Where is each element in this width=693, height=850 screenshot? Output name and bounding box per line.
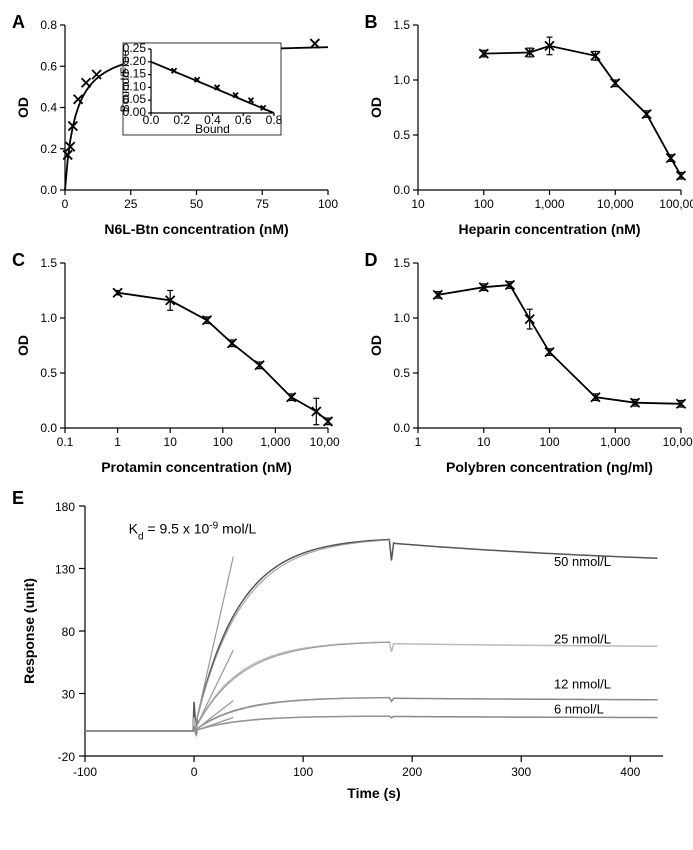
svg-text:10: 10 — [477, 435, 491, 449]
svg-text:OD: OD — [15, 97, 31, 118]
svg-text:Heparin concentration (nM): Heparin concentration (nM) — [458, 221, 640, 237]
svg-text:180: 180 — [55, 500, 75, 514]
svg-text:30: 30 — [62, 688, 76, 702]
svg-text:50: 50 — [190, 197, 204, 211]
svg-text:-100: -100 — [73, 765, 97, 779]
svg-text:130: 130 — [55, 563, 75, 577]
svg-text:1,000: 1,000 — [600, 435, 630, 449]
svg-text:300: 300 — [511, 765, 531, 779]
panel-a: A 0.0 0.2 0.4 0.6 0.8 0 25 50 75 100 N6L-Btn conce… — [10, 10, 351, 240]
svg-text:0.5: 0.5 — [393, 366, 410, 380]
svg-text:0: 0 — [62, 197, 69, 211]
svg-text:1.5: 1.5 — [393, 256, 410, 270]
svg-text:-20: -20 — [58, 750, 76, 764]
panel-b: B 0.0 0.5 1.0 1.5 10 100 1,000 10,000 100,000 Hep… — [363, 10, 693, 240]
svg-text:400: 400 — [620, 765, 640, 779]
svg-text:0.1: 0.1 — [57, 435, 74, 449]
svg-text:25 nmol/L: 25 nmol/L — [554, 632, 611, 647]
svg-text:100: 100 — [293, 765, 313, 779]
svg-text:0.6: 0.6 — [235, 113, 252, 127]
svg-text:Kd = 9.5 x 10-9 mol/L: Kd = 9.5 x 10-9 mol/L — [129, 520, 257, 542]
panel-e-label: E — [12, 488, 24, 509]
svg-text:75: 75 — [256, 197, 270, 211]
svg-text:25: 25 — [124, 197, 138, 211]
svg-text:1: 1 — [114, 435, 121, 449]
panel-d: D 0.0 0.5 1.0 1.5 1 10 100 1,000 10,000 Polybren … — [363, 248, 693, 478]
svg-text:0.0: 0.0 — [40, 183, 57, 197]
svg-text:0.0: 0.0 — [40, 421, 57, 435]
svg-text:1.5: 1.5 — [393, 18, 410, 32]
panel-d-label: D — [365, 250, 378, 271]
panel-c: C 0.0 0.5 1.0 1.5 0.1 1 10 100 1,000 10,000 Protam… — [10, 248, 351, 478]
svg-text:1.0: 1.0 — [40, 311, 57, 325]
svg-text:0.4: 0.4 — [40, 101, 57, 115]
svg-text:100: 100 — [213, 435, 233, 449]
svg-text:10: 10 — [411, 197, 425, 211]
svg-text:100: 100 — [318, 197, 338, 211]
svg-text:OD: OD — [368, 335, 384, 356]
svg-text:0.2: 0.2 — [173, 113, 190, 127]
svg-text:0.5: 0.5 — [393, 128, 410, 142]
svg-text:1,000: 1,000 — [534, 197, 564, 211]
svg-text:N6L-Btn concentration (nM): N6L-Btn concentration (nM) — [104, 221, 288, 237]
panel-b-label: B — [365, 12, 378, 33]
svg-text:10,000: 10,000 — [662, 435, 692, 449]
svg-text:100: 100 — [539, 435, 559, 449]
svg-text:0: 0 — [191, 765, 198, 779]
svg-text:OD: OD — [15, 335, 31, 356]
panel-a-label: A — [12, 12, 25, 33]
svg-text:100: 100 — [473, 197, 493, 211]
panel-a-chart: 0.0 0.2 0.4 0.6 0.8 0 25 50 75 100 N6L-Btn concent… — [10, 10, 340, 240]
svg-text:0.2: 0.2 — [40, 142, 57, 156]
svg-text:Polybren concentration (ng/ml): Polybren concentration (ng/ml) — [446, 459, 653, 475]
svg-text:0.8: 0.8 — [266, 113, 283, 127]
panel-e: E -20 30 80 130 180 -100 0 100 200 300 400 Time (s)… — [10, 486, 693, 806]
svg-text:0.5: 0.5 — [40, 366, 57, 380]
svg-text:OD: OD — [368, 97, 384, 118]
svg-text:10,000: 10,000 — [310, 435, 340, 449]
panel-c-label: C — [12, 250, 25, 271]
svg-text:10,000: 10,000 — [596, 197, 633, 211]
svg-text:1,000: 1,000 — [260, 435, 290, 449]
svg-text:0.0: 0.0 — [393, 183, 410, 197]
panel-e-chart: -20 30 80 130 180 -100 0 100 200 300 400 Time (s) Re… — [10, 486, 683, 806]
svg-text:0.8: 0.8 — [40, 18, 57, 32]
svg-text:0.6: 0.6 — [40, 59, 57, 73]
svg-text:200: 200 — [402, 765, 422, 779]
svg-text:Protamin concentration (nM): Protamin concentration (nM) — [101, 459, 292, 475]
svg-text:1.0: 1.0 — [393, 73, 410, 87]
svg-text:80: 80 — [62, 625, 76, 639]
panel-b-chart: 0.0 0.5 1.0 1.5 10 100 1,000 10,000 100,000 Hepar… — [363, 10, 693, 240]
svg-text:Bound: Bound — [195, 122, 230, 136]
svg-text:12 nmol/L: 12 nmol/L — [554, 677, 611, 692]
svg-text:1: 1 — [414, 435, 421, 449]
svg-text:100,000: 100,000 — [659, 197, 693, 211]
svg-text:1.5: 1.5 — [40, 256, 57, 270]
panel-c-chart: 0.0 0.5 1.0 1.5 0.1 1 10 100 1,000 10,000 Protamin… — [10, 248, 340, 478]
svg-text:0.0: 0.0 — [393, 421, 410, 435]
svg-text:0.0: 0.0 — [143, 113, 160, 127]
svg-text:6 nmol/L: 6 nmol/L — [554, 702, 604, 717]
svg-text:Bound/Free: Bound/Free — [118, 49, 132, 112]
svg-text:Response (unit): Response (unit) — [21, 578, 37, 684]
panel-d-chart: 0.0 0.5 1.0 1.5 1 10 100 1,000 10,000 Polybren co… — [363, 248, 693, 478]
svg-text:Time (s): Time (s) — [347, 785, 400, 801]
svg-text:50 nmol/L: 50 nmol/L — [554, 554, 611, 569]
svg-text:1.0: 1.0 — [393, 311, 410, 325]
svg-text:10: 10 — [164, 435, 178, 449]
figure-grid: A 0.00.20.40.60.80255075100N6L-Btn conce… — [10, 10, 693, 806]
